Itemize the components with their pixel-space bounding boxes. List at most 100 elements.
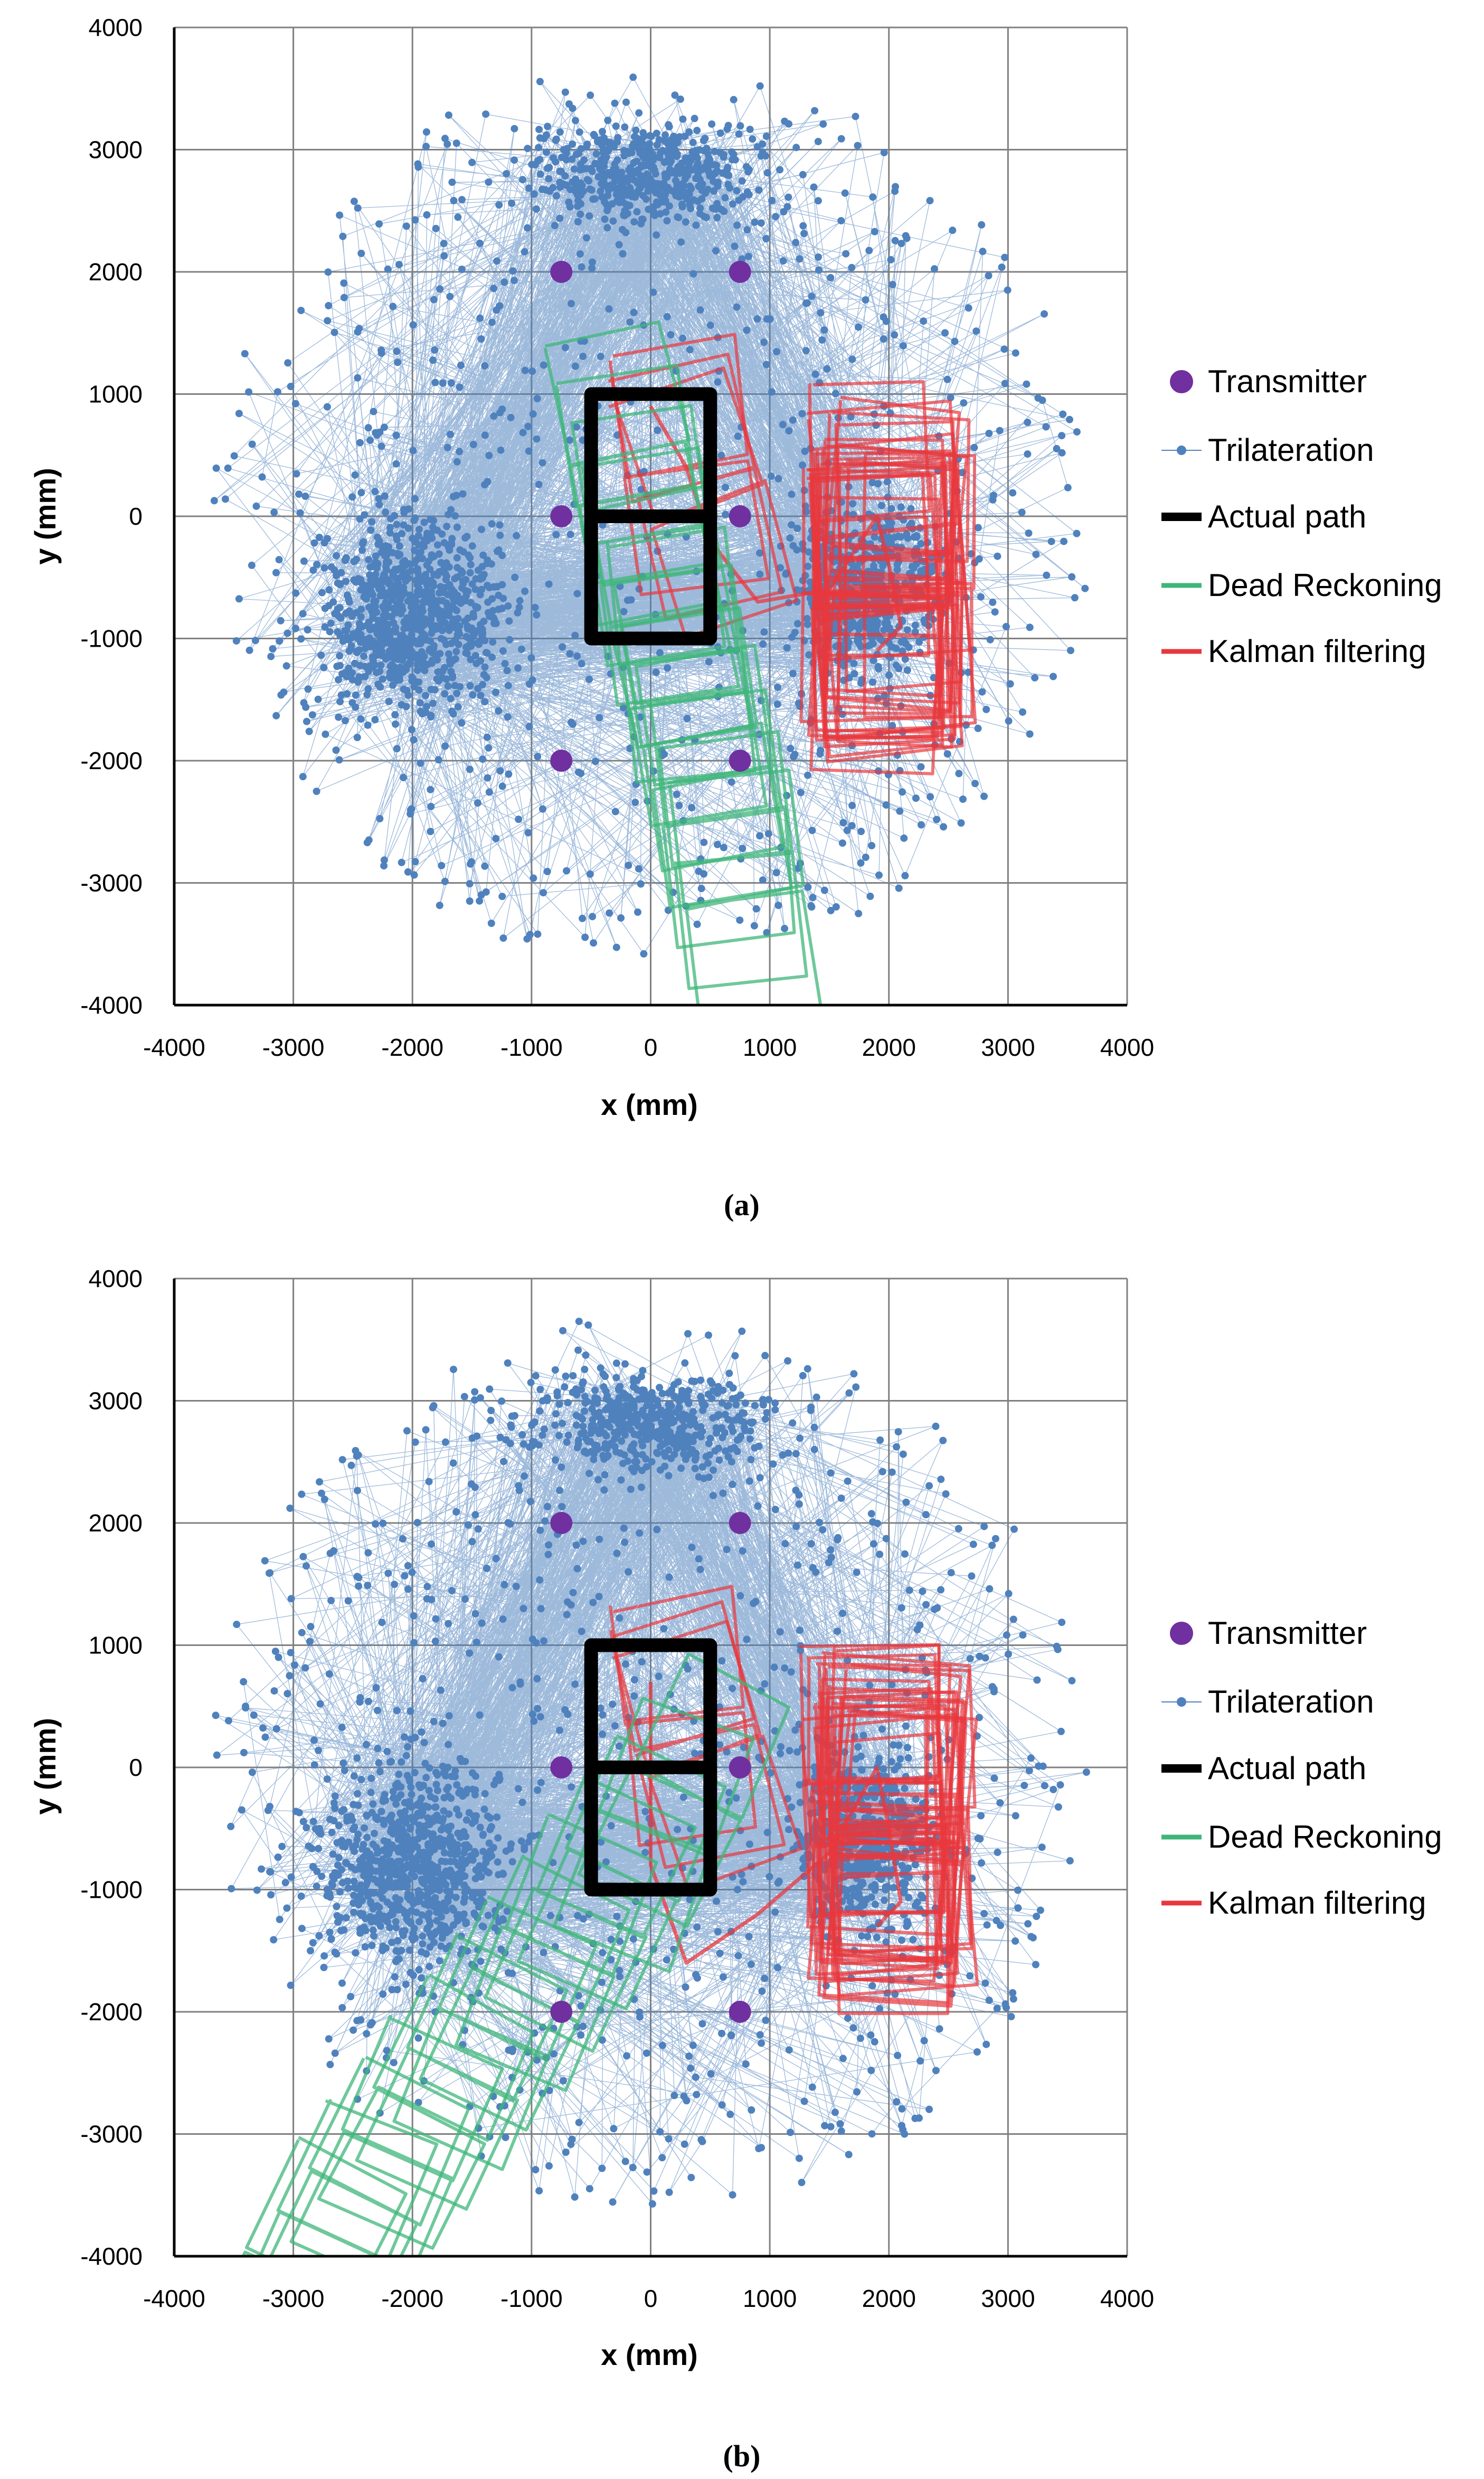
- trilateration-point: [805, 548, 812, 556]
- trilateration-point: [857, 828, 865, 835]
- trilateration-point: [534, 1786, 542, 1794]
- trilateration-point: [292, 470, 300, 478]
- trilateration-point: [765, 1873, 773, 1880]
- trilateration-point: [583, 1397, 591, 1405]
- trilateration-point: [622, 98, 630, 106]
- trilateration-point: [980, 792, 988, 800]
- trilateration-point: [324, 535, 332, 543]
- trilateration-point: [518, 1431, 526, 1439]
- trilateration-point: [448, 707, 456, 715]
- trilateration-point: [571, 362, 579, 370]
- trilateration-point: [429, 649, 436, 657]
- trilateration-point: [353, 648, 361, 656]
- trilateration-point: [556, 167, 564, 175]
- trilateration-point: [408, 1568, 416, 1576]
- trilateration-point: [852, 112, 859, 120]
- trilateration-point: [739, 845, 746, 853]
- trilateration-point: [604, 186, 612, 194]
- trilateration-point: [271, 1648, 279, 1655]
- trilateration-point: [369, 611, 377, 619]
- trilateration-point: [1018, 508, 1026, 516]
- trilateration-point: [743, 1635, 751, 1643]
- trilateration-point: [382, 599, 390, 607]
- trilateration-point: [714, 1928, 722, 1936]
- trilateration-point: [485, 788, 493, 796]
- trilateration-point: [393, 521, 401, 528]
- trilateration-point: [756, 549, 764, 557]
- trilateration-point: [446, 603, 454, 611]
- trilateration-point: [431, 379, 439, 386]
- trilateration-point: [421, 667, 429, 675]
- trilateration-point: [422, 1802, 430, 1810]
- trilateration-point: [827, 1546, 835, 1554]
- trilateration-point: [487, 1406, 495, 1414]
- trilateration-point: [488, 654, 496, 661]
- trilateration-point: [850, 659, 858, 667]
- trilateration-point: [532, 1372, 540, 1380]
- trilateration-point: [373, 533, 381, 541]
- trilateration-point: [341, 556, 349, 564]
- trilateration-point: [389, 681, 397, 689]
- trilateration-point: [357, 2016, 365, 2024]
- trilateration-point: [413, 1801, 421, 1809]
- trilateration-point: [947, 394, 954, 402]
- trilateration-point: [491, 583, 498, 591]
- trilateration-point: [666, 1437, 674, 1445]
- trilateration-point: [545, 580, 553, 588]
- trilateration-point: [390, 604, 398, 612]
- trilateration-point: [742, 2060, 750, 2068]
- x-tick-label: -2000: [381, 1034, 443, 1061]
- trilateration-point: [895, 884, 903, 892]
- trilateration-point: [399, 668, 407, 676]
- trilateration-point: [976, 1835, 984, 1843]
- trilateration-point: [536, 1576, 544, 1584]
- trilateration-point: [713, 1897, 720, 1905]
- trilateration-point: [450, 616, 458, 623]
- trilateration-point: [514, 664, 522, 672]
- trilateration-point: [762, 2017, 770, 2024]
- trilateration-point: [773, 701, 781, 708]
- trilateration-point: [472, 659, 480, 667]
- trilateration-point: [341, 627, 349, 635]
- trilateration-point: [500, 278, 508, 286]
- trilateration-point: [474, 685, 481, 693]
- trilateration-point: [920, 2037, 928, 2045]
- trilateration-point: [698, 2020, 706, 2028]
- trilateration-point: [606, 143, 613, 151]
- trilateration-point: [431, 346, 439, 354]
- trilateration-point: [320, 564, 328, 572]
- trilateration-point: [422, 703, 430, 711]
- trilateration-point: [313, 561, 320, 569]
- trilateration-point: [395, 542, 403, 550]
- trilateration-point: [1058, 432, 1066, 440]
- trilateration-point: [368, 1942, 376, 1950]
- trilateration-point: [636, 2008, 644, 2016]
- trilateration-point: [700, 137, 707, 144]
- trilateration-point: [533, 611, 541, 619]
- trilateration-point: [370, 1830, 378, 1837]
- trilateration-point: [785, 427, 793, 435]
- trilateration-point: [572, 188, 580, 196]
- trilateration-point: [436, 1907, 444, 1915]
- trilateration-point: [567, 2141, 575, 2149]
- trilateration-point: [658, 2154, 666, 2162]
- trilateration-point: [516, 1678, 524, 1686]
- trilateration-point: [530, 874, 537, 882]
- trilateration-point: [409, 321, 417, 329]
- panel-a: -4000 -3000 -2000 -1000 0 1000 2000 3000 4000-40…: [29, 14, 1442, 1222]
- trilateration-point: [1041, 1782, 1048, 1790]
- trilateration-point: [577, 2031, 585, 2039]
- trilateration-point: [939, 1436, 947, 1444]
- trilateration-point: [656, 2128, 664, 2136]
- trilateration-point: [683, 715, 691, 722]
- trilateration-point: [1019, 708, 1026, 716]
- legend-label-kalman-filtering: Kalman filtering: [1208, 633, 1426, 669]
- trilateration-point: [338, 1724, 346, 1731]
- trilateration-point: [441, 664, 449, 671]
- trilateration-point: [786, 1747, 793, 1755]
- trilateration-point: [900, 1889, 908, 1897]
- trilateration-point: [972, 327, 980, 335]
- trilateration-point: [804, 771, 811, 779]
- trilateration-point: [372, 645, 380, 652]
- trilateration-point: [677, 238, 685, 246]
